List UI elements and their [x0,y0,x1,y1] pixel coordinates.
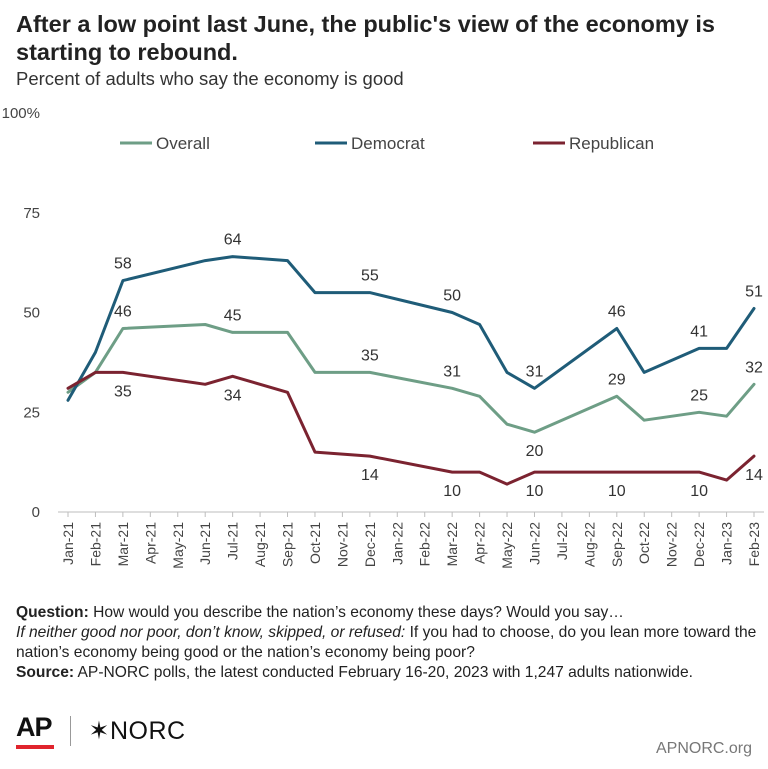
x-tick-label: Mar-22 [444,522,460,567]
x-tick-label: Feb-21 [87,522,103,567]
x-tick-label: Jan-23 [719,522,735,565]
x-tick-label: May-22 [499,522,515,569]
x-tick-label: Jul-22 [554,522,570,560]
data-label: 14 [361,467,379,484]
y-tick-label: 25 [23,404,40,421]
x-tick-label: Apr-21 [142,522,158,564]
x-tick-label: Jun-21 [197,522,213,565]
data-label: 20 [526,443,544,460]
x-tick-label: Jun-22 [526,522,542,565]
logo-divider [69,715,71,746]
series-line-overall [66,323,756,434]
legend-label: Republican [569,134,654,153]
x-tick-label: Oct-22 [636,522,652,564]
page-subtitle: Percent of adults who say the economy is… [16,68,404,89]
x-tick-label: Feb-23 [746,522,762,567]
legend-label: Democrat [351,134,425,153]
x-tick-label: Sep-21 [280,522,296,567]
data-label: 58 [114,256,132,273]
data-label: 31 [526,363,544,380]
ap-logo-bar [16,745,54,749]
data-label: 35 [114,383,132,400]
series-line-democrat [66,255,756,402]
data-label: 41 [690,323,708,340]
x-tick-label: Nov-22 [664,522,680,567]
x-tick-label: Mar-21 [115,522,131,567]
x-tick-label: Feb-22 [417,522,433,567]
data-label: 50 [443,288,461,305]
data-label: 32 [745,359,763,376]
x-tick-label: Oct-21 [307,522,323,564]
logo-row: AP ✶NORC [16,712,186,749]
x-tick-label: Jan-21 [60,522,76,565]
y-tick-label: 75 [23,205,40,222]
x-tick-label: Jul-21 [225,522,241,560]
data-label: 45 [224,307,242,324]
data-label: 34 [224,387,242,404]
data-label: 51 [745,284,763,301]
x-tick-label: Sep-22 [609,522,625,567]
data-label: 10 [608,483,626,500]
x-tick-label: Apr-22 [472,522,488,564]
question-note: Question: How would you describe the nat… [16,604,624,621]
series-line-republican [66,370,756,486]
data-label: 25 [690,387,708,404]
footer-url: APNORC.org [655,740,752,757]
ap-logo: AP [16,712,54,749]
x-tick-label: Dec-22 [691,522,707,567]
norc-logo: ✶NORC [88,716,186,745]
y-tick-label: 50 [23,305,40,322]
x-tick-label: May-21 [170,522,186,569]
x-tick-label: Aug-21 [252,522,268,567]
x-tick-label: Nov-21 [334,522,350,567]
followup-note: If neither good nor poor, don’t know, sk… [16,624,757,661]
legend-label: Overall [156,134,210,153]
data-label: 46 [114,303,132,320]
page-title: After a low point last June, the public'… [16,11,715,65]
data-label: 10 [526,483,544,500]
data-label: 35 [361,347,379,364]
y-tick-label: 100% [2,105,40,122]
data-label: 14 [745,467,763,484]
x-tick-label: Dec-21 [362,522,378,567]
data-label: 64 [224,232,242,249]
data-label: 10 [443,483,461,500]
source-note: Source: AP-NORC polls, the latest conduc… [16,664,693,681]
x-tick-label: Aug-22 [581,522,597,567]
chart-notes: Question: How would you describe the nat… [16,603,761,683]
data-label: 55 [361,268,379,285]
data-label: 31 [443,363,461,380]
data-label: 29 [608,371,626,388]
data-label: 46 [608,303,626,320]
line-chart: 0 25 50 75 100% Jan-21 Feb-21 Mar-21 Apr-21 May-2… [2,105,764,569]
data-label: 10 [690,483,708,500]
x-tick-label: Jan-22 [389,522,405,565]
y-tick-label: 0 [32,504,40,521]
